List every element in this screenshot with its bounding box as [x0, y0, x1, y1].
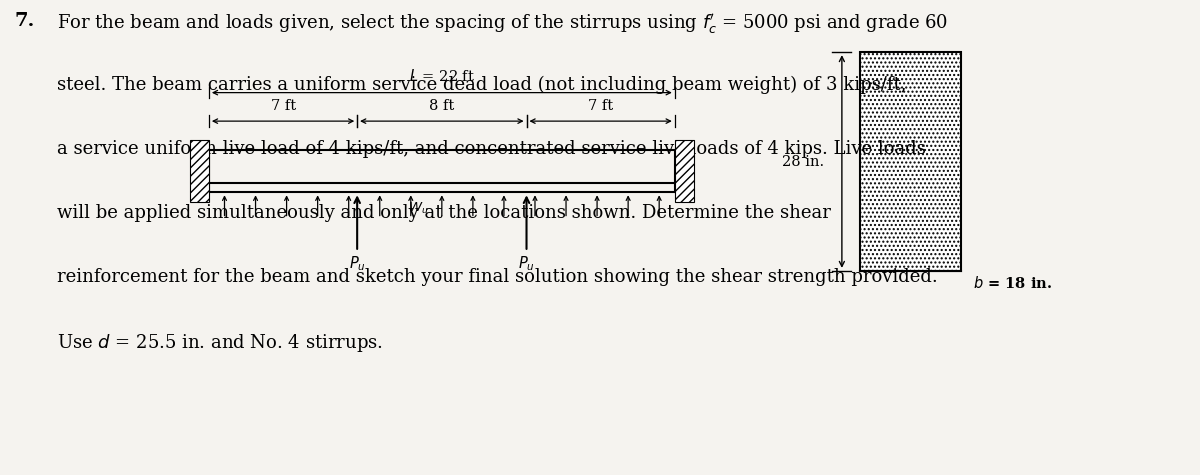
Text: 7.: 7. — [14, 12, 35, 30]
Text: For the beam and loads given, select the spacing of the stirrups using $f_c^{\pr: For the beam and loads given, select the… — [58, 12, 948, 36]
Text: $P_u$: $P_u$ — [349, 254, 366, 273]
Text: $P_u$: $P_u$ — [518, 254, 535, 273]
Text: a service uniform live load of 4 kips/ft, and concentrated service live loads of: a service uniform live load of 4 kips/ft… — [58, 140, 926, 158]
Text: 8 ft: 8 ft — [430, 99, 455, 113]
Text: 28 in.: 28 in. — [782, 154, 824, 169]
Text: $L$ = 22 ft: $L$ = 22 ft — [409, 68, 475, 84]
Text: 7 ft: 7 ft — [270, 99, 295, 113]
Text: $W_u$: $W_u$ — [408, 201, 428, 216]
Bar — [190, 140, 209, 202]
Text: will be applied simultaneously and only at the locations shown. Determine the sh: will be applied simultaneously and only … — [58, 204, 832, 222]
Text: reinforcement for the beam and sketch your final solution showing the shear stre: reinforcement for the beam and sketch yo… — [58, 268, 938, 286]
Text: $b$ = 18 in.: $b$ = 18 in. — [973, 276, 1052, 292]
Text: Use $d$ = 25.5 in. and No. 4 stirrups.: Use $d$ = 25.5 in. and No. 4 stirrups. — [58, 332, 383, 354]
Text: steel. The beam carries a uniform service dead load (not including beam weight) : steel. The beam carries a uniform servic… — [58, 76, 907, 94]
Text: 7 ft: 7 ft — [588, 99, 613, 113]
Bar — [859, 52, 961, 271]
Bar — [674, 140, 694, 202]
